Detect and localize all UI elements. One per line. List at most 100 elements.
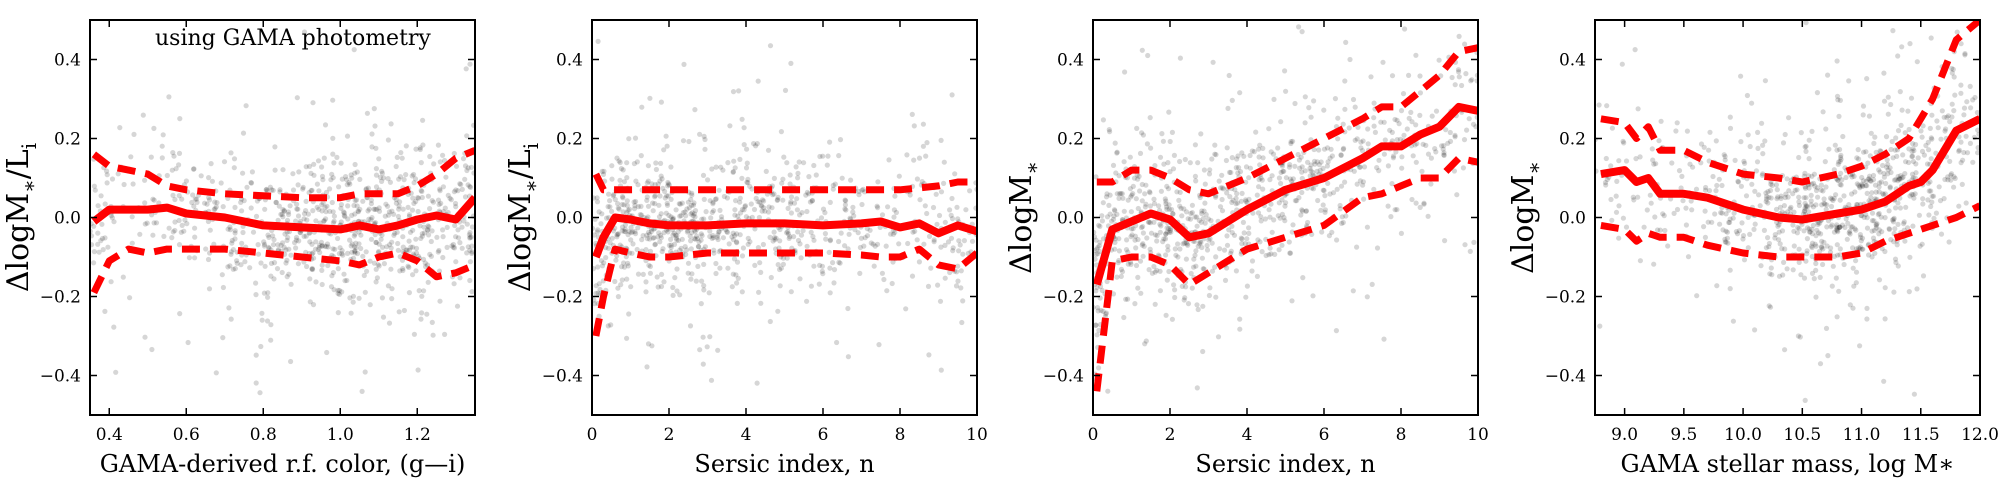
scatter-point — [851, 213, 857, 219]
scatter-point — [297, 218, 303, 224]
x-axis-label: Sersic index, n — [1195, 450, 1375, 478]
scatter-point — [1920, 123, 1926, 129]
scatter-point — [1205, 216, 1211, 222]
scatter-point — [310, 266, 316, 273]
scatter-point — [467, 259, 473, 265]
scatter-point — [301, 216, 307, 222]
scatter-point — [1951, 108, 1957, 114]
scatter-point — [1801, 208, 1807, 214]
scatter-point — [1389, 181, 1395, 187]
scatter-point — [301, 233, 307, 239]
scatter-point — [1851, 283, 1857, 289]
scatter-point — [621, 179, 628, 185]
scatter-point — [1876, 180, 1883, 186]
scatter-point — [701, 216, 707, 222]
scatter-point — [1810, 180, 1817, 186]
scatter-point — [1099, 213, 1105, 219]
scatter-point — [397, 268, 403, 274]
scatter-point — [1338, 183, 1345, 189]
scatter-point — [351, 244, 358, 250]
scatter-point — [1111, 213, 1117, 219]
scatter-point — [1233, 165, 1239, 171]
scatter-point — [379, 295, 385, 301]
scatter-point — [1196, 241, 1202, 247]
scatter-point — [1822, 159, 1828, 165]
scatter-point — [635, 271, 642, 277]
scatter-point — [1404, 126, 1410, 132]
scatter-point — [465, 182, 471, 188]
scatter-point — [1340, 219, 1346, 226]
scatter-point — [427, 206, 433, 212]
scatter-point — [599, 211, 605, 217]
scatter-point — [1946, 239, 1952, 245]
scatter-point — [953, 283, 960, 289]
scatter-point — [690, 202, 697, 208]
scatter-point — [1098, 307, 1104, 314]
scatter-point — [745, 241, 751, 247]
scatter-point — [1665, 243, 1671, 249]
scatter-point — [1944, 114, 1950, 120]
scatter-point — [425, 223, 431, 229]
scatter-point — [1859, 213, 1865, 219]
scatter-point — [335, 235, 341, 242]
scatter-point — [1834, 225, 1841, 231]
scatter-point — [686, 205, 693, 211]
scatter-point — [1093, 322, 1099, 328]
scatter-point — [1806, 156, 1812, 162]
scatter-point — [1853, 269, 1860, 275]
scatter-point — [271, 260, 278, 266]
scatter-point — [1324, 145, 1331, 151]
scatter-point — [1970, 97, 1976, 103]
scatter-point — [1104, 214, 1111, 220]
scatter-point — [1380, 59, 1386, 65]
y-tick-label: −0.2 — [542, 288, 583, 308]
scatter-point — [1779, 209, 1785, 215]
scatter-point — [406, 247, 412, 253]
scatter-point — [1929, 112, 1935, 118]
scatter-point — [640, 233, 646, 239]
scatter-point — [871, 263, 877, 269]
scatter-point — [419, 293, 425, 299]
scatter-point — [1201, 266, 1207, 272]
scatter-point — [1619, 61, 1625, 67]
scatter-point — [1833, 227, 1840, 233]
scatter-point — [1409, 119, 1415, 125]
scatter-point — [1164, 225, 1170, 231]
scatter-point — [1886, 208, 1892, 214]
scatter-point — [1830, 197, 1836, 203]
scatter-point — [208, 161, 214, 167]
scatter-point — [1152, 232, 1158, 238]
scatter-point — [1100, 117, 1106, 123]
scatter-point — [724, 229, 731, 235]
scatter-point — [437, 188, 443, 194]
scatter-point — [429, 198, 435, 204]
scatter-point — [1239, 236, 1245, 242]
scatter-point — [109, 215, 115, 221]
scatter-point — [281, 207, 287, 214]
scatter-point — [1123, 247, 1130, 253]
scatter-point — [268, 260, 275, 266]
scatter-point — [1182, 295, 1188, 301]
scatter-point — [621, 228, 627, 234]
scatter-point — [464, 133, 470, 139]
scatter-point — [1819, 244, 1825, 251]
scatter-point — [730, 237, 737, 243]
scatter-point — [813, 172, 819, 178]
y-tick-label: 0.2 — [1057, 130, 1084, 150]
scatter-point — [795, 170, 801, 176]
scatter-point — [416, 288, 422, 294]
scatter-point — [1943, 126, 1949, 132]
scatter-point — [160, 132, 166, 138]
scatter-point — [415, 195, 422, 201]
scatter-point — [699, 278, 705, 284]
scatter-point — [411, 171, 417, 178]
scatter-point — [842, 197, 848, 203]
scatter-point — [817, 262, 823, 268]
scatter-point — [845, 246, 851, 252]
scatter-point — [1394, 207, 1400, 213]
scatter-point — [1804, 225, 1811, 231]
scatter-point — [319, 243, 325, 249]
scatter-point — [322, 243, 328, 249]
scatter-point — [1244, 200, 1250, 206]
scatter-point — [313, 279, 319, 285]
